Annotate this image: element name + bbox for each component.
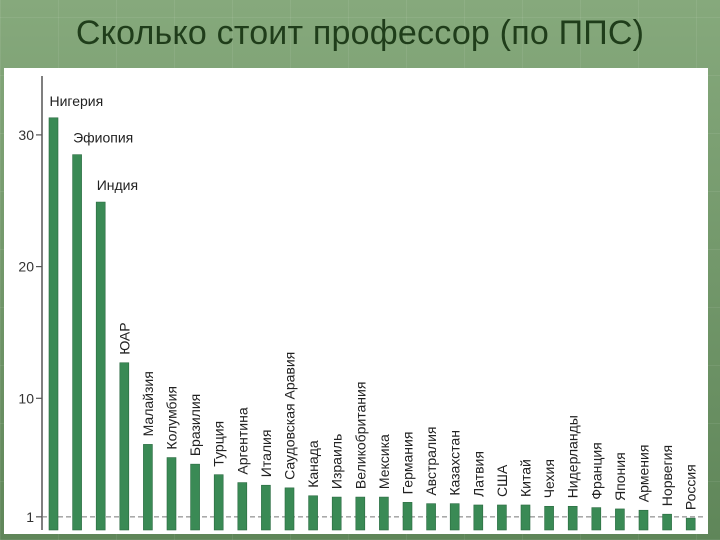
bar xyxy=(331,496,342,531)
category-label: Россия xyxy=(683,464,699,510)
bar xyxy=(72,154,82,531)
category-label: Израиль xyxy=(329,434,345,489)
category-label: Чехия xyxy=(541,459,557,498)
y-tick-label: 1 xyxy=(26,509,34,525)
bar xyxy=(379,496,389,531)
category-label: Нидерланды xyxy=(565,415,581,498)
bar xyxy=(143,444,153,531)
bar xyxy=(685,517,696,531)
slide-title: Сколько стоит профессор (по ППС) xyxy=(75,14,645,52)
bar xyxy=(213,474,224,531)
bar xyxy=(261,484,271,531)
chart-bars xyxy=(48,117,696,531)
category-label: Великобритания xyxy=(352,382,368,490)
category-label: Аргентина xyxy=(234,407,250,474)
category-label: Казахстан xyxy=(447,430,463,496)
category-label: ЮАР xyxy=(116,322,132,354)
bar xyxy=(497,504,507,531)
bar xyxy=(544,505,554,531)
category-label: Бразилия xyxy=(187,394,203,456)
bar xyxy=(308,495,318,531)
bar xyxy=(473,504,484,531)
bar xyxy=(662,513,672,531)
bar xyxy=(48,117,59,531)
category-label: Армения xyxy=(636,445,652,503)
bar xyxy=(402,502,413,531)
y-tick-label: 20 xyxy=(18,259,34,275)
category-label: Индия xyxy=(97,177,138,193)
bar xyxy=(237,482,248,531)
category-label: Колумбия xyxy=(164,386,180,450)
bar xyxy=(95,201,106,531)
category-label: Турция xyxy=(211,421,227,467)
category-label: Италия xyxy=(258,430,274,478)
category-label: Китай xyxy=(518,459,534,497)
category-label: США xyxy=(494,464,510,497)
bar-chart: 1 10 20 30 Нигерия Эфиопия Индия ЮАР Малайзия Ко… xyxy=(18,76,704,531)
bar xyxy=(166,457,177,531)
bar xyxy=(119,362,130,531)
bar xyxy=(426,503,436,531)
bar xyxy=(284,487,295,531)
y-tick-label: 10 xyxy=(18,390,34,406)
category-label: Австралия xyxy=(423,426,439,495)
category-label: Япония xyxy=(612,452,628,501)
category-label: Саудовская Аравия xyxy=(282,352,298,480)
y-tick-label: 30 xyxy=(18,127,34,143)
category-label: Германия xyxy=(400,432,416,495)
category-label: Франция xyxy=(588,442,604,499)
bar xyxy=(520,504,531,531)
category-label: Малайзия xyxy=(140,371,156,436)
category-label: Нигерия xyxy=(50,93,104,109)
chart-axes: 1 10 20 30 xyxy=(18,76,704,530)
bar xyxy=(638,509,649,531)
bar xyxy=(591,507,602,531)
category-label: Латвия xyxy=(470,451,486,497)
chart-category-labels: Нигерия Эфиопия Индия ЮАР Малайзия Колумбия Бр… xyxy=(50,93,699,510)
category-label: Канада xyxy=(305,440,321,488)
category-label: Мексика xyxy=(376,434,392,489)
bar xyxy=(615,508,625,531)
bar xyxy=(190,463,200,531)
bar xyxy=(355,496,366,531)
category-label: Норвегия xyxy=(659,445,675,506)
category-label: Эфиопия xyxy=(73,130,133,146)
chart-panel: 1 10 20 30 Нигерия Эфиопия Индия ЮАР Малайзия Ко… xyxy=(4,68,708,534)
bar xyxy=(567,505,578,531)
bar xyxy=(449,503,460,531)
